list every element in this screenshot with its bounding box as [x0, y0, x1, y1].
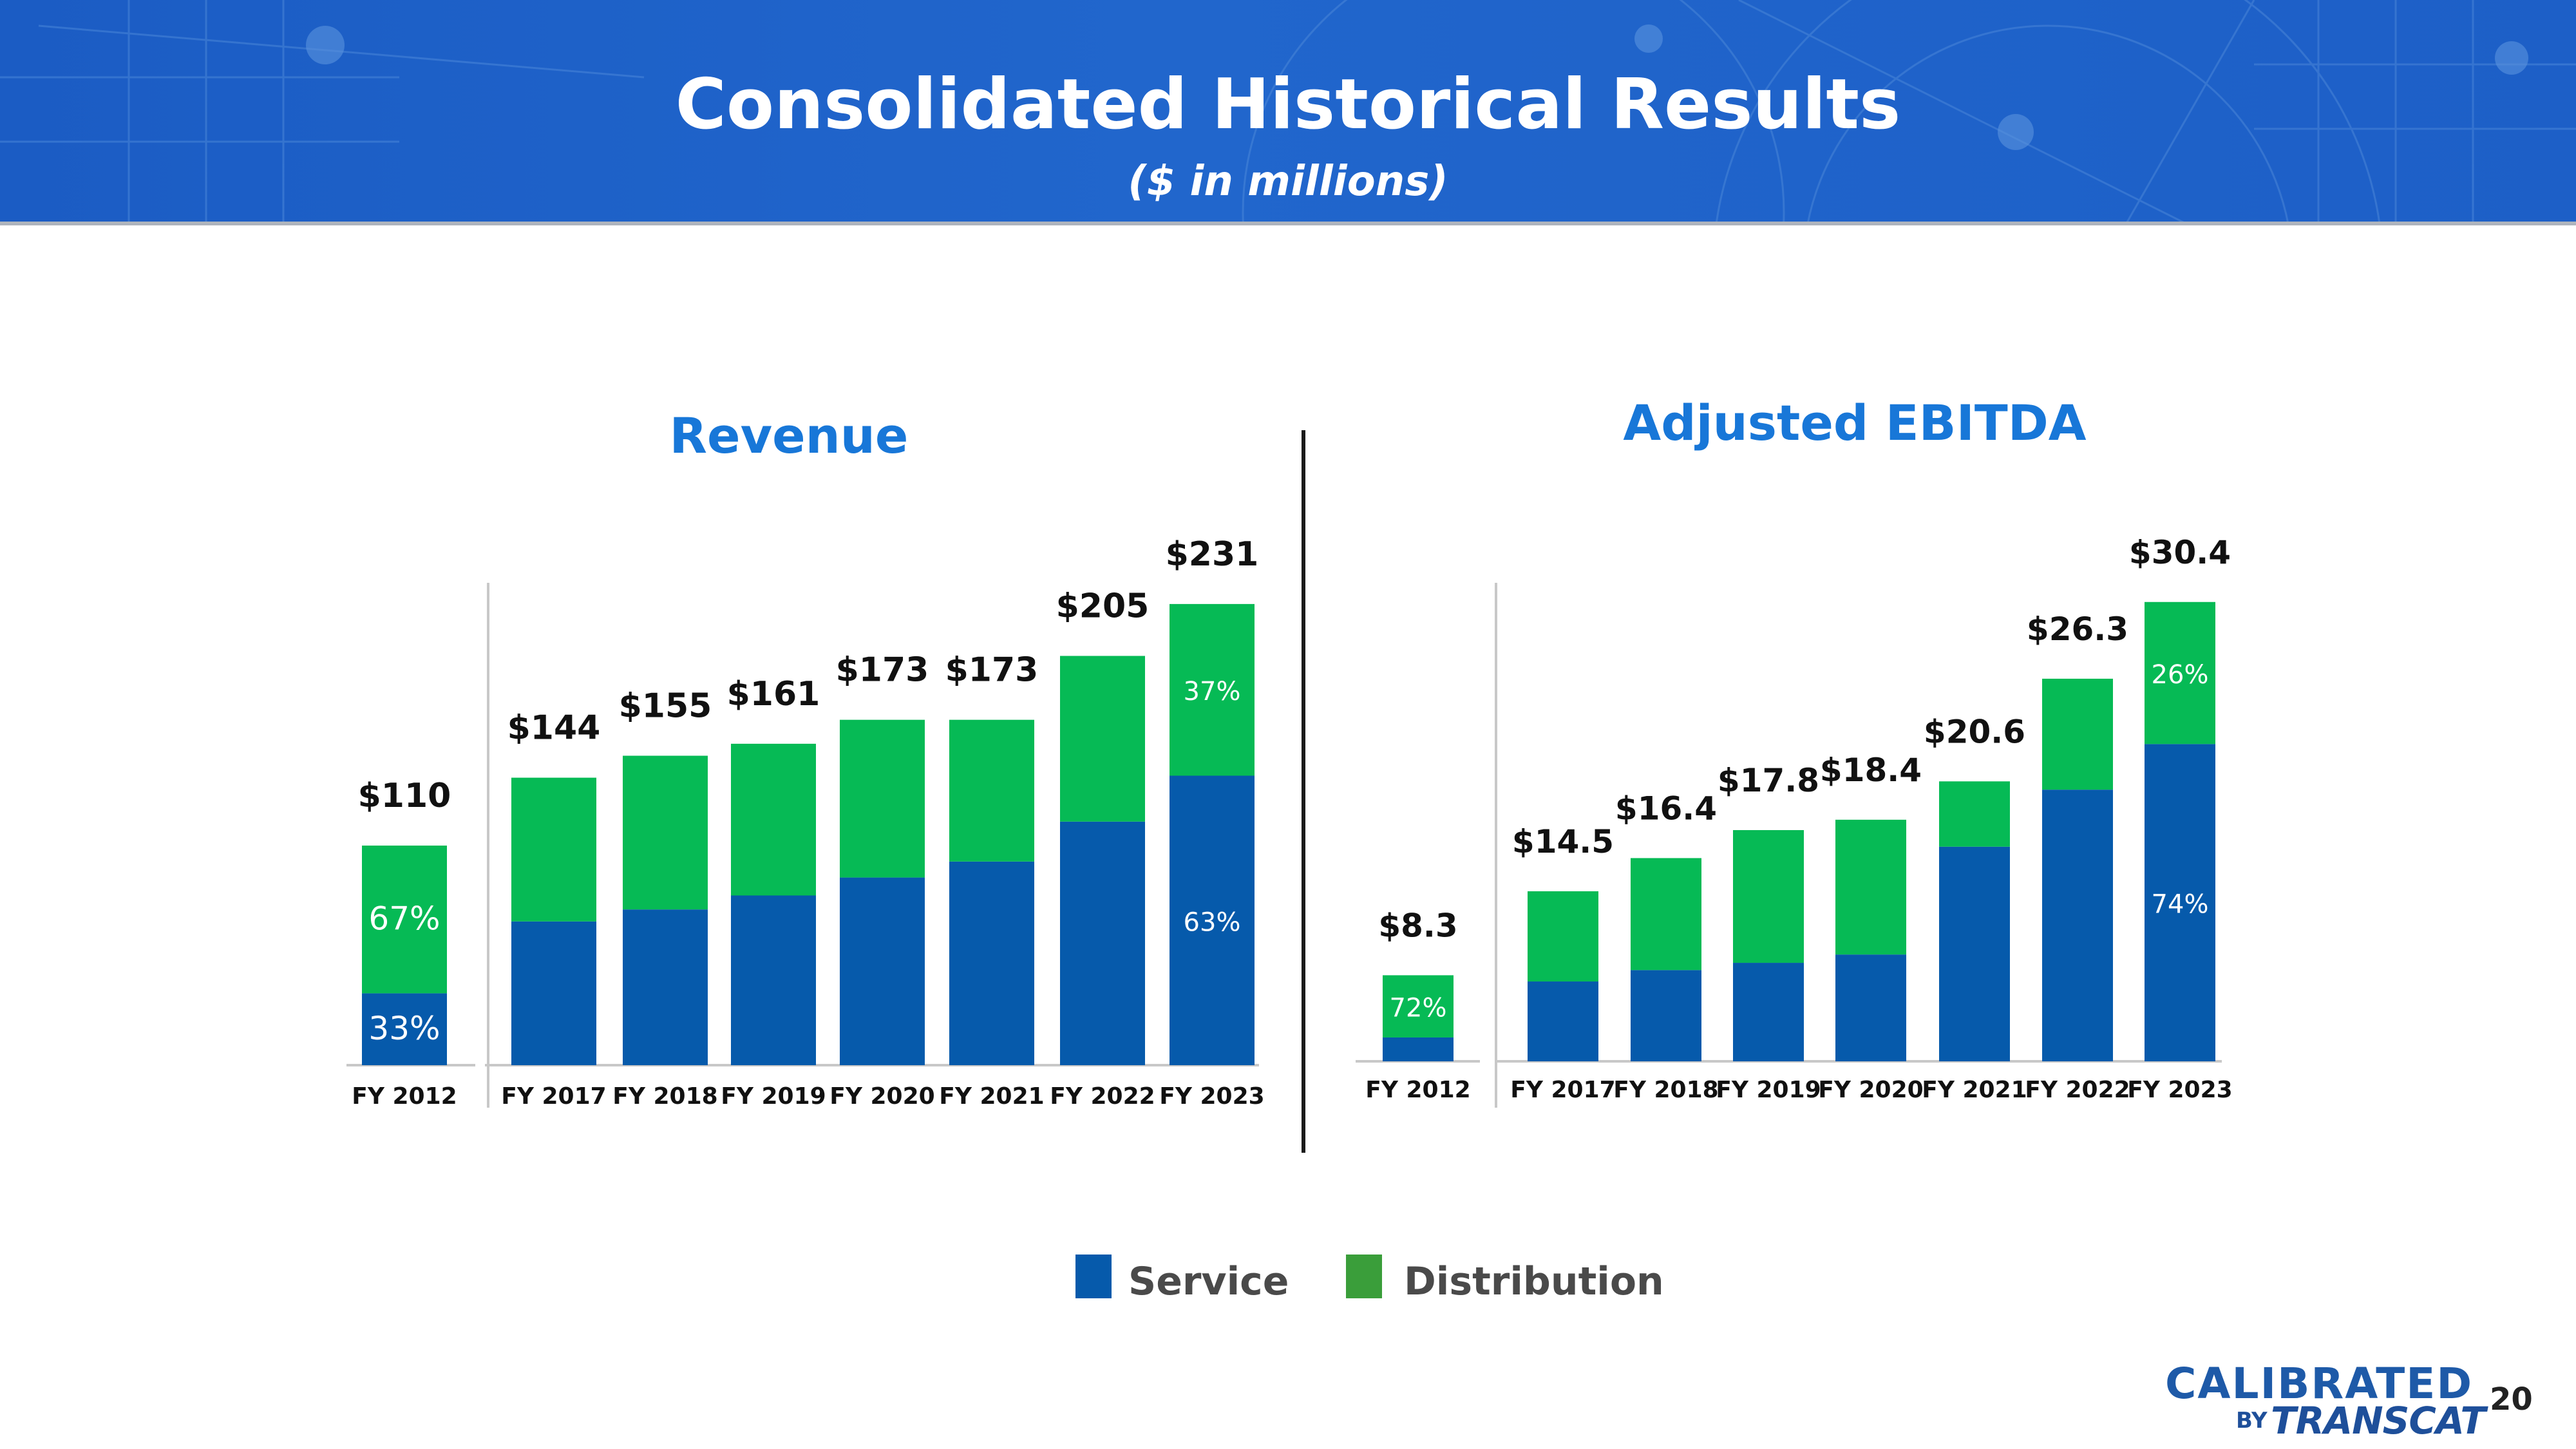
banner-decoration	[0, 0, 2576, 225]
bar-distribution	[1733, 829, 1804, 963]
bar-service	[1939, 846, 2010, 1061]
total-label: $173	[836, 651, 929, 690]
total-label: $110	[358, 777, 451, 815]
total-label: $14.5	[1512, 823, 1614, 860]
legend-service-swatch	[1075, 1255, 1112, 1298]
header-banner	[0, 0, 2576, 225]
segment-percent-label: 26%	[2152, 660, 2209, 690]
bar-distribution	[623, 755, 708, 910]
bar-service	[1170, 775, 1255, 1065]
bar-service	[949, 861, 1034, 1065]
category-label: FY 2022	[2025, 1077, 2130, 1103]
legend-distribution-label: Distribution	[1404, 1259, 1664, 1304]
category-label: FY 2022	[1050, 1083, 1155, 1110]
segment-percent-label: 63%	[1184, 907, 1241, 937]
total-label: $205	[1056, 587, 1150, 626]
bar-distribution	[2042, 678, 2113, 790]
segment-percent-label: 67%	[368, 900, 440, 938]
segment-percent-label: 33%	[368, 1010, 440, 1047]
bar-distribution	[2145, 601, 2215, 744]
bar-service	[1383, 1037, 1454, 1061]
legend-service-label: Service	[1128, 1259, 1289, 1304]
category-label: FY 2019	[721, 1083, 826, 1110]
bar-service	[840, 877, 925, 1065]
category-label: FY 2021	[939, 1083, 1044, 1110]
segment-percent-label: 72%	[1390, 994, 1447, 1023]
category-label: FY 2020	[1818, 1077, 1923, 1103]
total-label: $26.3	[2027, 611, 2128, 648]
segment-percent-label: 37%	[1184, 677, 1241, 706]
bar-service	[1631, 970, 1701, 1061]
category-label: FY 2019	[1716, 1077, 1821, 1103]
bar-distribution	[1170, 603, 1255, 776]
bar-service	[1733, 963, 1804, 1061]
bar-service	[511, 921, 596, 1065]
bar-service	[2042, 790, 2113, 1061]
page-number: 20	[2490, 1381, 2533, 1417]
revenue-chart-title: Revenue	[669, 407, 909, 464]
company-logo: CALIBRATED BY TRANSCAT	[2165, 1359, 2486, 1443]
bar-distribution	[362, 846, 447, 994]
total-label: $17.8	[1718, 762, 1819, 799]
total-label: $18.4	[1820, 752, 1922, 789]
bar-distribution	[840, 719, 925, 878]
page-subtitle: ($ in millions)	[1128, 158, 1448, 205]
bar-distribution	[1939, 781, 2010, 847]
category-label: FY 2012	[352, 1083, 457, 1110]
bar-distribution	[511, 777, 596, 922]
bar-distribution	[949, 719, 1034, 862]
category-label: FY 2017	[1510, 1077, 1615, 1103]
bar-service	[1060, 821, 1145, 1065]
category-label: FY 2023	[2127, 1077, 2232, 1103]
total-label: $16.4	[1615, 790, 1717, 827]
bar-service	[623, 909, 708, 1065]
total-label: $144	[507, 709, 601, 748]
bar-distribution	[1383, 975, 1454, 1037]
total-label: $173	[945, 651, 1039, 690]
page-title: Consolidated Historical Results	[675, 64, 1901, 145]
bar-distribution	[1835, 819, 1906, 955]
bar-distribution	[1060, 656, 1145, 822]
bar-service	[2145, 744, 2215, 1061]
total-label: $30.4	[2129, 534, 2231, 571]
bar-service	[731, 895, 816, 1065]
total-label: $8.3	[1378, 907, 1457, 944]
category-label: FY 2017	[501, 1083, 606, 1110]
bar-distribution	[1631, 858, 1701, 971]
category-label: FY 2023	[1159, 1083, 1264, 1110]
total-label: $231	[1166, 535, 1259, 574]
logo-by-text: BY	[2236, 1408, 2268, 1434]
category-label: FY 2020	[829, 1083, 934, 1110]
category-label: FY 2021	[1922, 1077, 2027, 1103]
total-label: $155	[619, 687, 712, 726]
total-label: $20.6	[1924, 713, 2025, 750]
bar-service	[1835, 954, 1906, 1061]
category-label: FY 2018	[612, 1083, 717, 1110]
bar-service	[1528, 981, 1598, 1061]
category-label: FY 2018	[1613, 1077, 1718, 1103]
total-label: $161	[727, 675, 820, 714]
logo-brand-text: TRANSCAT	[2271, 1399, 2486, 1443]
ebitda-chart-title: Adjusted EBITDA	[1623, 394, 2087, 451]
bar-distribution	[731, 743, 816, 896]
legend-distribution-swatch	[1346, 1255, 1382, 1298]
bar-service	[362, 993, 447, 1065]
category-label: FY 2012	[1365, 1077, 1470, 1103]
segment-percent-label: 74%	[2152, 890, 2209, 920]
bar-distribution	[1528, 891, 1598, 982]
logo-calibrated-text: CALIBRATED	[2165, 1359, 2474, 1408]
